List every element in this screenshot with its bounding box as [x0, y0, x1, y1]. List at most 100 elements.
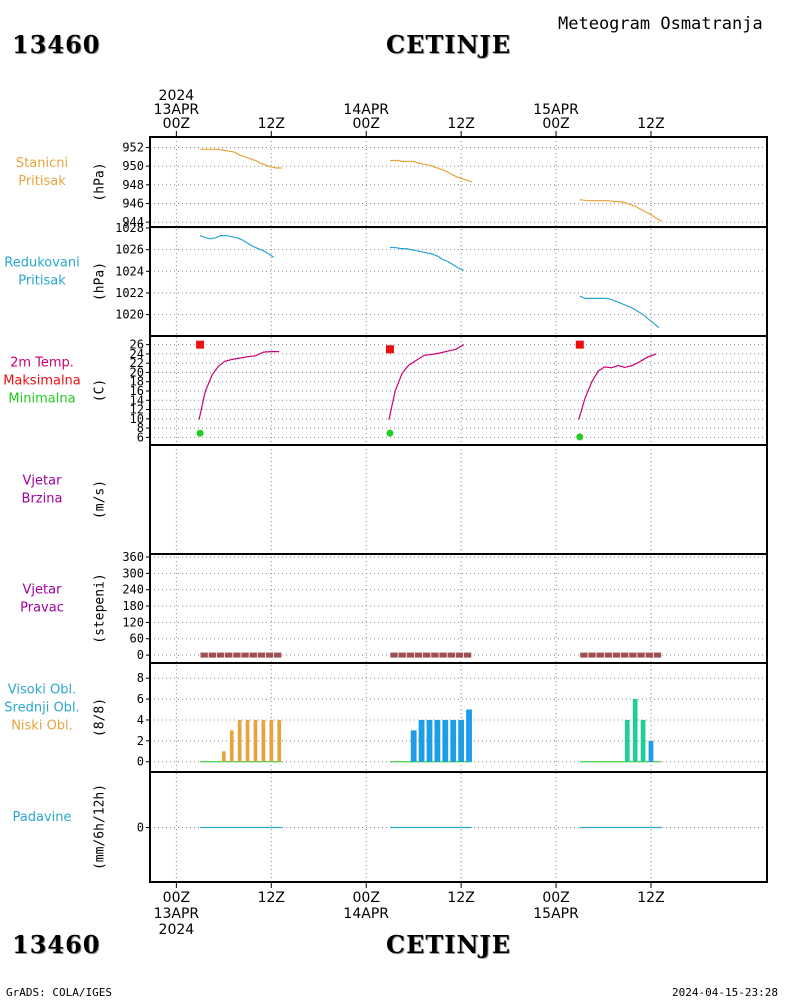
y-tick-label: 6 — [137, 430, 144, 444]
station-name-top: CETINJE — [386, 30, 512, 59]
footer-timestamp: 2024-04-15-23:28 — [672, 986, 778, 999]
panel-unit-label: (hPa) — [93, 162, 108, 201]
y-tick-label: 0 — [137, 755, 144, 769]
panel-side-label: Stanicni — [16, 156, 68, 171]
x-tick-label-top: 00Z — [542, 116, 569, 132]
x-tick-label-bottom: 13APR — [154, 906, 200, 922]
y-tick-label: 952 — [122, 140, 144, 154]
panel-frame — [149, 553, 768, 664]
series-line — [200, 148, 282, 169]
y-tick-label: 18 — [130, 375, 144, 389]
cloud-bar — [229, 730, 234, 762]
station-id-top: 13460 — [12, 30, 101, 59]
x-tick-label-top: 12Z — [447, 116, 474, 132]
y-tick-label: 20 — [130, 365, 144, 379]
y-tick-label: 60 — [130, 632, 144, 646]
y-tick-label: 1024 — [115, 264, 144, 278]
cloud-bar — [245, 719, 250, 762]
cloud-bar — [466, 709, 472, 762]
cloud-bar — [237, 719, 242, 762]
y-tick-label: 26 — [130, 338, 144, 352]
series-line — [389, 159, 472, 183]
y-tick-label: 24 — [130, 347, 144, 361]
panel-side-label: Pravac — [20, 601, 64, 616]
x-tick-label-bottom: 2024 — [159, 922, 195, 938]
y-tick-label: 944 — [122, 215, 144, 229]
max-temp-marker — [575, 340, 584, 349]
panel-side-label: Brzina — [22, 492, 63, 507]
y-tick-label: 22 — [130, 356, 144, 370]
x-tick-label-top: 12Z — [637, 116, 664, 132]
y-tick-label: 2 — [137, 734, 144, 748]
panel-station-pressure: 944 946 948 950 952 — [122, 136, 768, 229]
y-tick-label: 10 — [130, 412, 144, 426]
max-temp-marker — [385, 345, 394, 354]
series-line — [389, 246, 465, 271]
x-tick-label-top: 00Z — [163, 116, 190, 132]
y-tick-label: 4 — [137, 713, 144, 727]
panel-side-label: Padavine — [13, 810, 72, 825]
series-line — [388, 344, 465, 420]
x-tick-label-bottom: 14APR — [343, 906, 389, 922]
panel-precipitation: 0 — [137, 771, 768, 883]
series-line — [579, 199, 662, 222]
y-tick-label: 1022 — [115, 286, 144, 300]
panel-side-label: Visoki Obl. — [8, 683, 76, 698]
y-tick-label: 180 — [122, 599, 144, 613]
station-id-bottom: 13460 — [12, 930, 101, 959]
min-temp-marker — [196, 429, 204, 437]
series-line — [579, 295, 660, 329]
y-tick-label: 0 — [137, 648, 144, 662]
panel-unit-label: (hPa) — [93, 262, 108, 301]
x-tick-label-bottom: 00Z — [163, 890, 190, 906]
station-name-bottom: CETINJE — [386, 930, 512, 959]
cloud-bar — [632, 699, 638, 762]
cloud-bar — [442, 719, 449, 762]
series-line — [578, 353, 657, 420]
panel-side-label: Vjetar — [23, 474, 63, 489]
panel-side-label: Niski Obl. — [11, 719, 73, 734]
panel-side-label: 2m Temp. — [10, 356, 74, 371]
y-tick-label: 16 — [130, 384, 144, 398]
x-tick-label-top: 14APR — [343, 102, 389, 118]
cloud-bar — [418, 719, 425, 762]
cloud-bar — [269, 719, 274, 762]
y-tick-label: 120 — [122, 615, 144, 629]
y-tick-label: 300 — [122, 566, 144, 580]
x-tick-label-bottom: 12Z — [258, 890, 285, 906]
series-line — [199, 235, 275, 258]
x-tick-label-top: 00Z — [353, 116, 380, 132]
y-tick-label: 6 — [137, 692, 144, 706]
y-tick-label: 8 — [137, 421, 144, 435]
y-tick-label: 8 — [137, 671, 144, 685]
panel-side-label: Pritisak — [18, 174, 66, 189]
x-tick-label-bottom: 12Z — [637, 890, 664, 906]
y-tick-label: 950 — [122, 159, 144, 173]
y-tick-label: 12 — [130, 403, 144, 417]
footer-credit: GrADS: COLA/IGES — [6, 986, 112, 999]
panel-unit-label: (stepeni) — [93, 573, 108, 643]
cloud-bar — [434, 719, 441, 762]
x-tick-label-top: 2024 — [159, 88, 195, 104]
cloud-bar — [277, 719, 282, 762]
cloud-bar — [624, 719, 630, 762]
panel-unit-label: (C) — [93, 379, 108, 402]
panel-frame — [149, 444, 768, 555]
y-tick-label: 14 — [130, 393, 144, 407]
cloud-bar — [410, 730, 417, 762]
cloud-bar — [426, 719, 433, 762]
panel-frame — [149, 771, 768, 883]
cloud-bar — [261, 719, 266, 762]
panel-cloud-cover: 0 2 4 6 8 — [137, 662, 768, 773]
panel-side-label: Pritisak — [18, 274, 66, 289]
cloud-bar — [450, 719, 457, 762]
cloud-bar — [640, 719, 646, 762]
x-tick-label-bottom: 00Z — [353, 890, 380, 906]
y-tick-label: 240 — [122, 583, 144, 597]
y-tick-label: 1026 — [115, 243, 144, 257]
panel-wind-direction: 0 60 120 180 240 300 360 — [122, 550, 768, 664]
cloud-bar — [648, 740, 654, 762]
y-tick-label: 1028 — [115, 221, 144, 235]
min-temp-marker — [576, 433, 584, 441]
